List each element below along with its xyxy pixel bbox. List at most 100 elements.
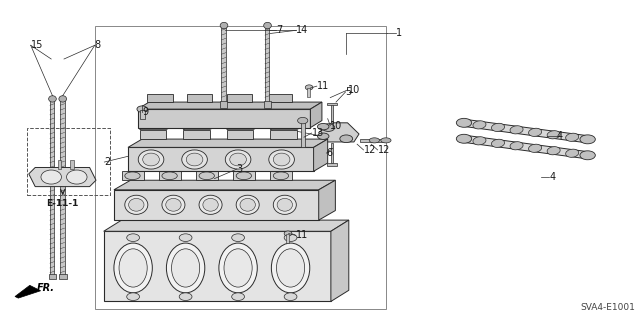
- Ellipse shape: [236, 172, 252, 180]
- Bar: [159, 171, 181, 180]
- Ellipse shape: [199, 172, 214, 180]
- Polygon shape: [241, 191, 245, 220]
- Text: 14: 14: [296, 25, 308, 35]
- Ellipse shape: [284, 231, 292, 236]
- Ellipse shape: [179, 234, 192, 241]
- Polygon shape: [273, 191, 284, 195]
- Bar: [235, 195, 241, 220]
- Bar: [327, 163, 337, 166]
- Ellipse shape: [230, 153, 246, 166]
- Ellipse shape: [224, 249, 252, 287]
- Ellipse shape: [322, 124, 335, 131]
- Polygon shape: [331, 220, 349, 301]
- Bar: [265, 26, 269, 102]
- Ellipse shape: [162, 195, 185, 214]
- Polygon shape: [310, 102, 322, 128]
- Ellipse shape: [67, 170, 87, 184]
- Ellipse shape: [125, 195, 148, 214]
- Text: 4: 4: [557, 130, 563, 141]
- Ellipse shape: [580, 135, 595, 144]
- Ellipse shape: [269, 150, 294, 169]
- Ellipse shape: [41, 170, 61, 184]
- Ellipse shape: [49, 96, 56, 102]
- Bar: [183, 130, 210, 139]
- Ellipse shape: [186, 153, 203, 166]
- Polygon shape: [311, 191, 316, 220]
- Polygon shape: [319, 123, 359, 142]
- Polygon shape: [114, 180, 335, 190]
- Text: 13: 13: [312, 128, 324, 138]
- Bar: [372, 139, 386, 142]
- Bar: [187, 94, 212, 102]
- Ellipse shape: [219, 243, 257, 293]
- Ellipse shape: [456, 134, 472, 143]
- Ellipse shape: [473, 137, 486, 145]
- Text: 10: 10: [348, 85, 360, 95]
- Ellipse shape: [59, 96, 67, 102]
- Ellipse shape: [510, 126, 523, 134]
- Ellipse shape: [298, 117, 308, 124]
- Polygon shape: [200, 191, 210, 195]
- Ellipse shape: [143, 153, 159, 166]
- Ellipse shape: [492, 123, 504, 131]
- Text: 6: 6: [326, 148, 333, 158]
- Text: 11: 11: [317, 81, 329, 91]
- Bar: [264, 101, 271, 108]
- Polygon shape: [319, 180, 335, 220]
- Bar: [59, 274, 67, 279]
- Ellipse shape: [199, 195, 222, 214]
- Bar: [70, 160, 74, 169]
- Ellipse shape: [317, 133, 329, 139]
- Ellipse shape: [381, 138, 391, 143]
- Ellipse shape: [240, 198, 255, 211]
- Ellipse shape: [340, 135, 353, 143]
- Text: FR.: FR.: [37, 283, 55, 293]
- Ellipse shape: [129, 198, 144, 211]
- Ellipse shape: [473, 121, 486, 129]
- Bar: [286, 234, 289, 243]
- Ellipse shape: [137, 106, 147, 112]
- Polygon shape: [29, 167, 96, 187]
- Ellipse shape: [273, 195, 296, 214]
- Text: 5: 5: [346, 87, 352, 97]
- Ellipse shape: [225, 150, 251, 169]
- Text: 12: 12: [364, 145, 376, 155]
- Ellipse shape: [566, 149, 579, 157]
- Ellipse shape: [166, 198, 181, 211]
- Polygon shape: [305, 191, 316, 195]
- Bar: [196, 171, 218, 180]
- Bar: [140, 110, 145, 119]
- Bar: [331, 104, 333, 123]
- Ellipse shape: [138, 150, 164, 169]
- Text: 15: 15: [31, 40, 43, 50]
- Ellipse shape: [271, 243, 310, 293]
- Ellipse shape: [580, 151, 595, 160]
- Bar: [49, 274, 56, 279]
- Polygon shape: [235, 191, 245, 195]
- Text: E-11-1: E-11-1: [47, 199, 79, 208]
- Ellipse shape: [166, 243, 205, 293]
- Polygon shape: [462, 135, 589, 159]
- Ellipse shape: [273, 153, 290, 166]
- Bar: [220, 101, 227, 108]
- Bar: [273, 195, 279, 220]
- Text: 2: 2: [104, 157, 111, 167]
- Bar: [221, 26, 226, 102]
- Ellipse shape: [236, 195, 259, 214]
- Polygon shape: [128, 139, 328, 147]
- Polygon shape: [205, 191, 210, 220]
- Text: 1: 1: [396, 27, 402, 38]
- Bar: [27, 128, 110, 195]
- Bar: [114, 190, 319, 220]
- Ellipse shape: [273, 172, 289, 180]
- Polygon shape: [164, 191, 168, 220]
- Bar: [305, 195, 311, 220]
- Bar: [127, 195, 133, 220]
- Bar: [270, 130, 297, 139]
- Ellipse shape: [127, 293, 140, 300]
- Bar: [158, 195, 164, 220]
- Polygon shape: [140, 126, 173, 130]
- Ellipse shape: [547, 131, 560, 139]
- Text: 11: 11: [296, 230, 308, 241]
- Text: 9: 9: [142, 107, 148, 117]
